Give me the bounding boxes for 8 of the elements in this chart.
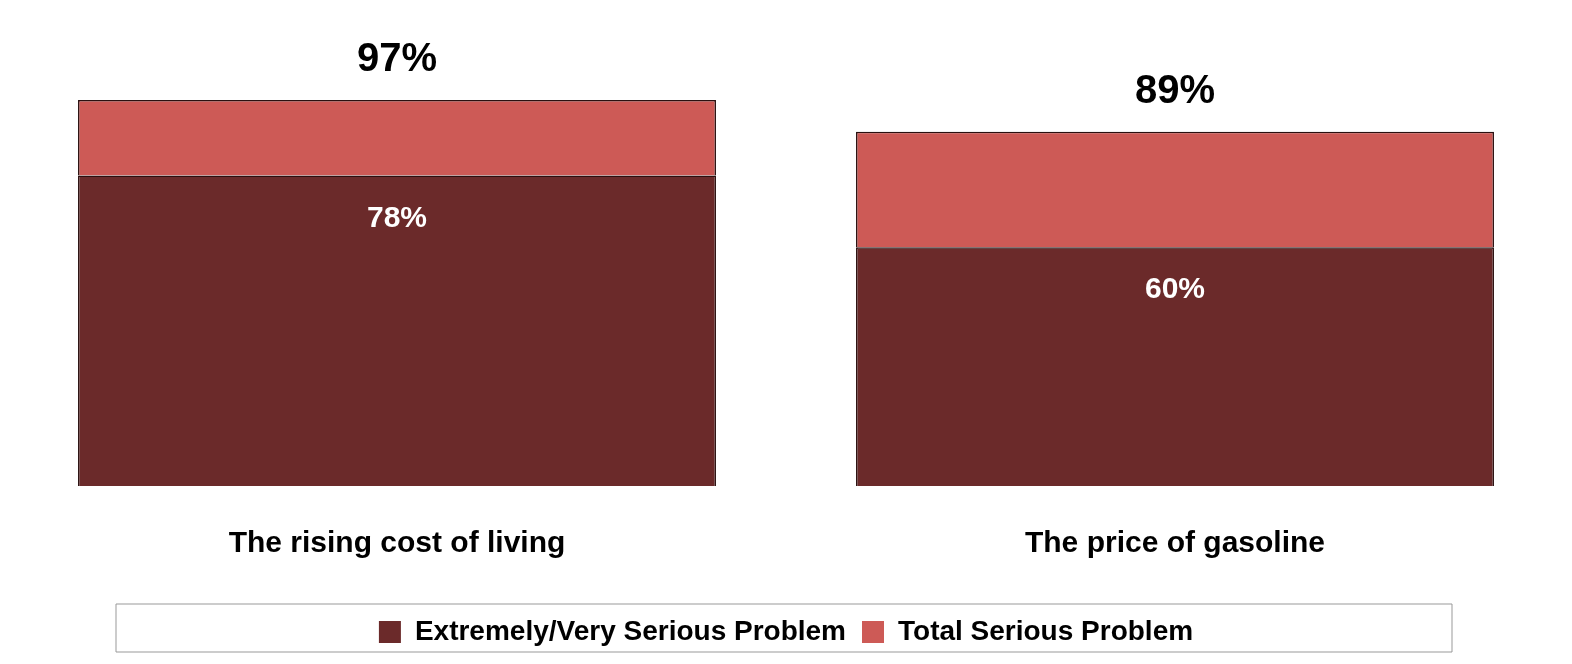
total-label: 89% — [1134, 66, 1216, 111]
data-label: 60% — [1144, 271, 1206, 305]
legend-label: Extremely/Very Serious Problem — [414, 614, 847, 646]
x-tick-label: The price of gasoline — [1024, 525, 1326, 559]
x-tick-label: The rising cost of living — [228, 525, 566, 559]
total-label: 97% — [356, 34, 438, 79]
legend-label: Total Serious Problem — [898, 614, 1194, 646]
data-label: 78% — [366, 199, 428, 233]
